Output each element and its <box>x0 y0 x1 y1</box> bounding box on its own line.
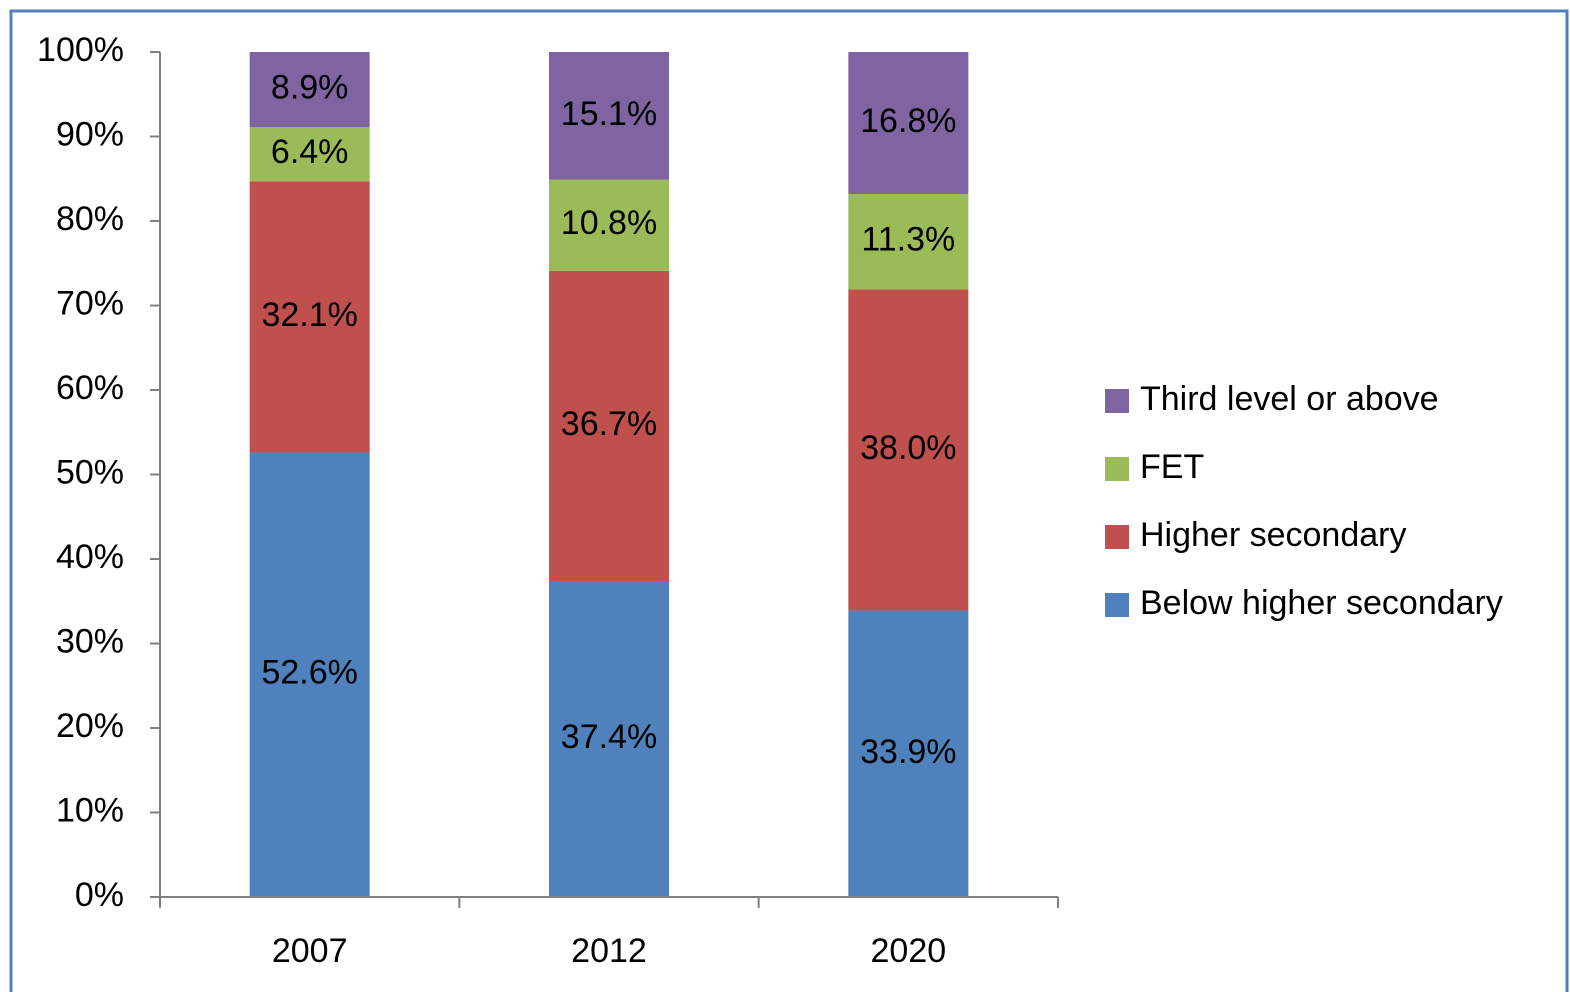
bar-segment <box>848 610 969 897</box>
x-tick-label: 2007 <box>272 932 348 970</box>
y-tick-label: 90% <box>56 115 124 153</box>
data-label: 36.7% <box>561 405 657 443</box>
y-tick-label: 50% <box>56 453 124 491</box>
bar-segment <box>549 270 669 581</box>
bar-segment <box>848 193 969 290</box>
data-label: 37.4% <box>561 718 657 756</box>
data-label: 8.9% <box>271 69 349 107</box>
y-tick-label: 20% <box>56 707 124 745</box>
data-label: 52.6% <box>261 654 357 692</box>
legend-label: Below higher secondary <box>1140 584 1503 622</box>
legend-label: Higher secondary <box>1140 516 1406 554</box>
bar-segment <box>249 52 370 128</box>
legend-swatch <box>1105 389 1129 413</box>
legend-swatch <box>1105 525 1129 549</box>
bar-segment <box>549 179 669 271</box>
y-tick-label: 70% <box>56 284 124 322</box>
bar-segment <box>848 289 969 611</box>
legend-label: Third level or above <box>1140 380 1439 418</box>
bar-segment <box>549 52 669 180</box>
y-tick-label: 30% <box>56 622 124 660</box>
legend-label: FET <box>1140 448 1204 486</box>
data-label: 38.0% <box>860 429 956 467</box>
data-label: 32.1% <box>261 296 357 334</box>
bar-segment <box>249 127 370 182</box>
data-label: 11.3% <box>861 221 955 259</box>
y-tick-label: 100% <box>37 31 124 69</box>
bar-segment <box>249 181 370 453</box>
data-label: 15.1% <box>561 95 657 133</box>
y-tick-label: 60% <box>56 369 124 407</box>
data-label: 10.8% <box>561 204 657 242</box>
y-tick-label: 0% <box>75 876 124 914</box>
bar-segment <box>848 52 969 194</box>
y-tick-label: 10% <box>56 791 124 829</box>
x-tick-label: 2012 <box>571 932 647 970</box>
data-label: 16.8% <box>860 102 956 140</box>
data-label: 6.4% <box>271 133 349 171</box>
y-tick-label: 80% <box>56 200 124 238</box>
legend-swatch <box>1105 457 1129 481</box>
legend-swatch <box>1105 593 1129 617</box>
bar-segment <box>549 580 669 897</box>
x-tick-label: 2020 <box>871 932 947 970</box>
frame <box>9 9 1569 992</box>
bar-segment <box>249 452 370 897</box>
data-label: 33.9% <box>860 733 956 771</box>
y-tick-label: 40% <box>56 538 124 576</box>
